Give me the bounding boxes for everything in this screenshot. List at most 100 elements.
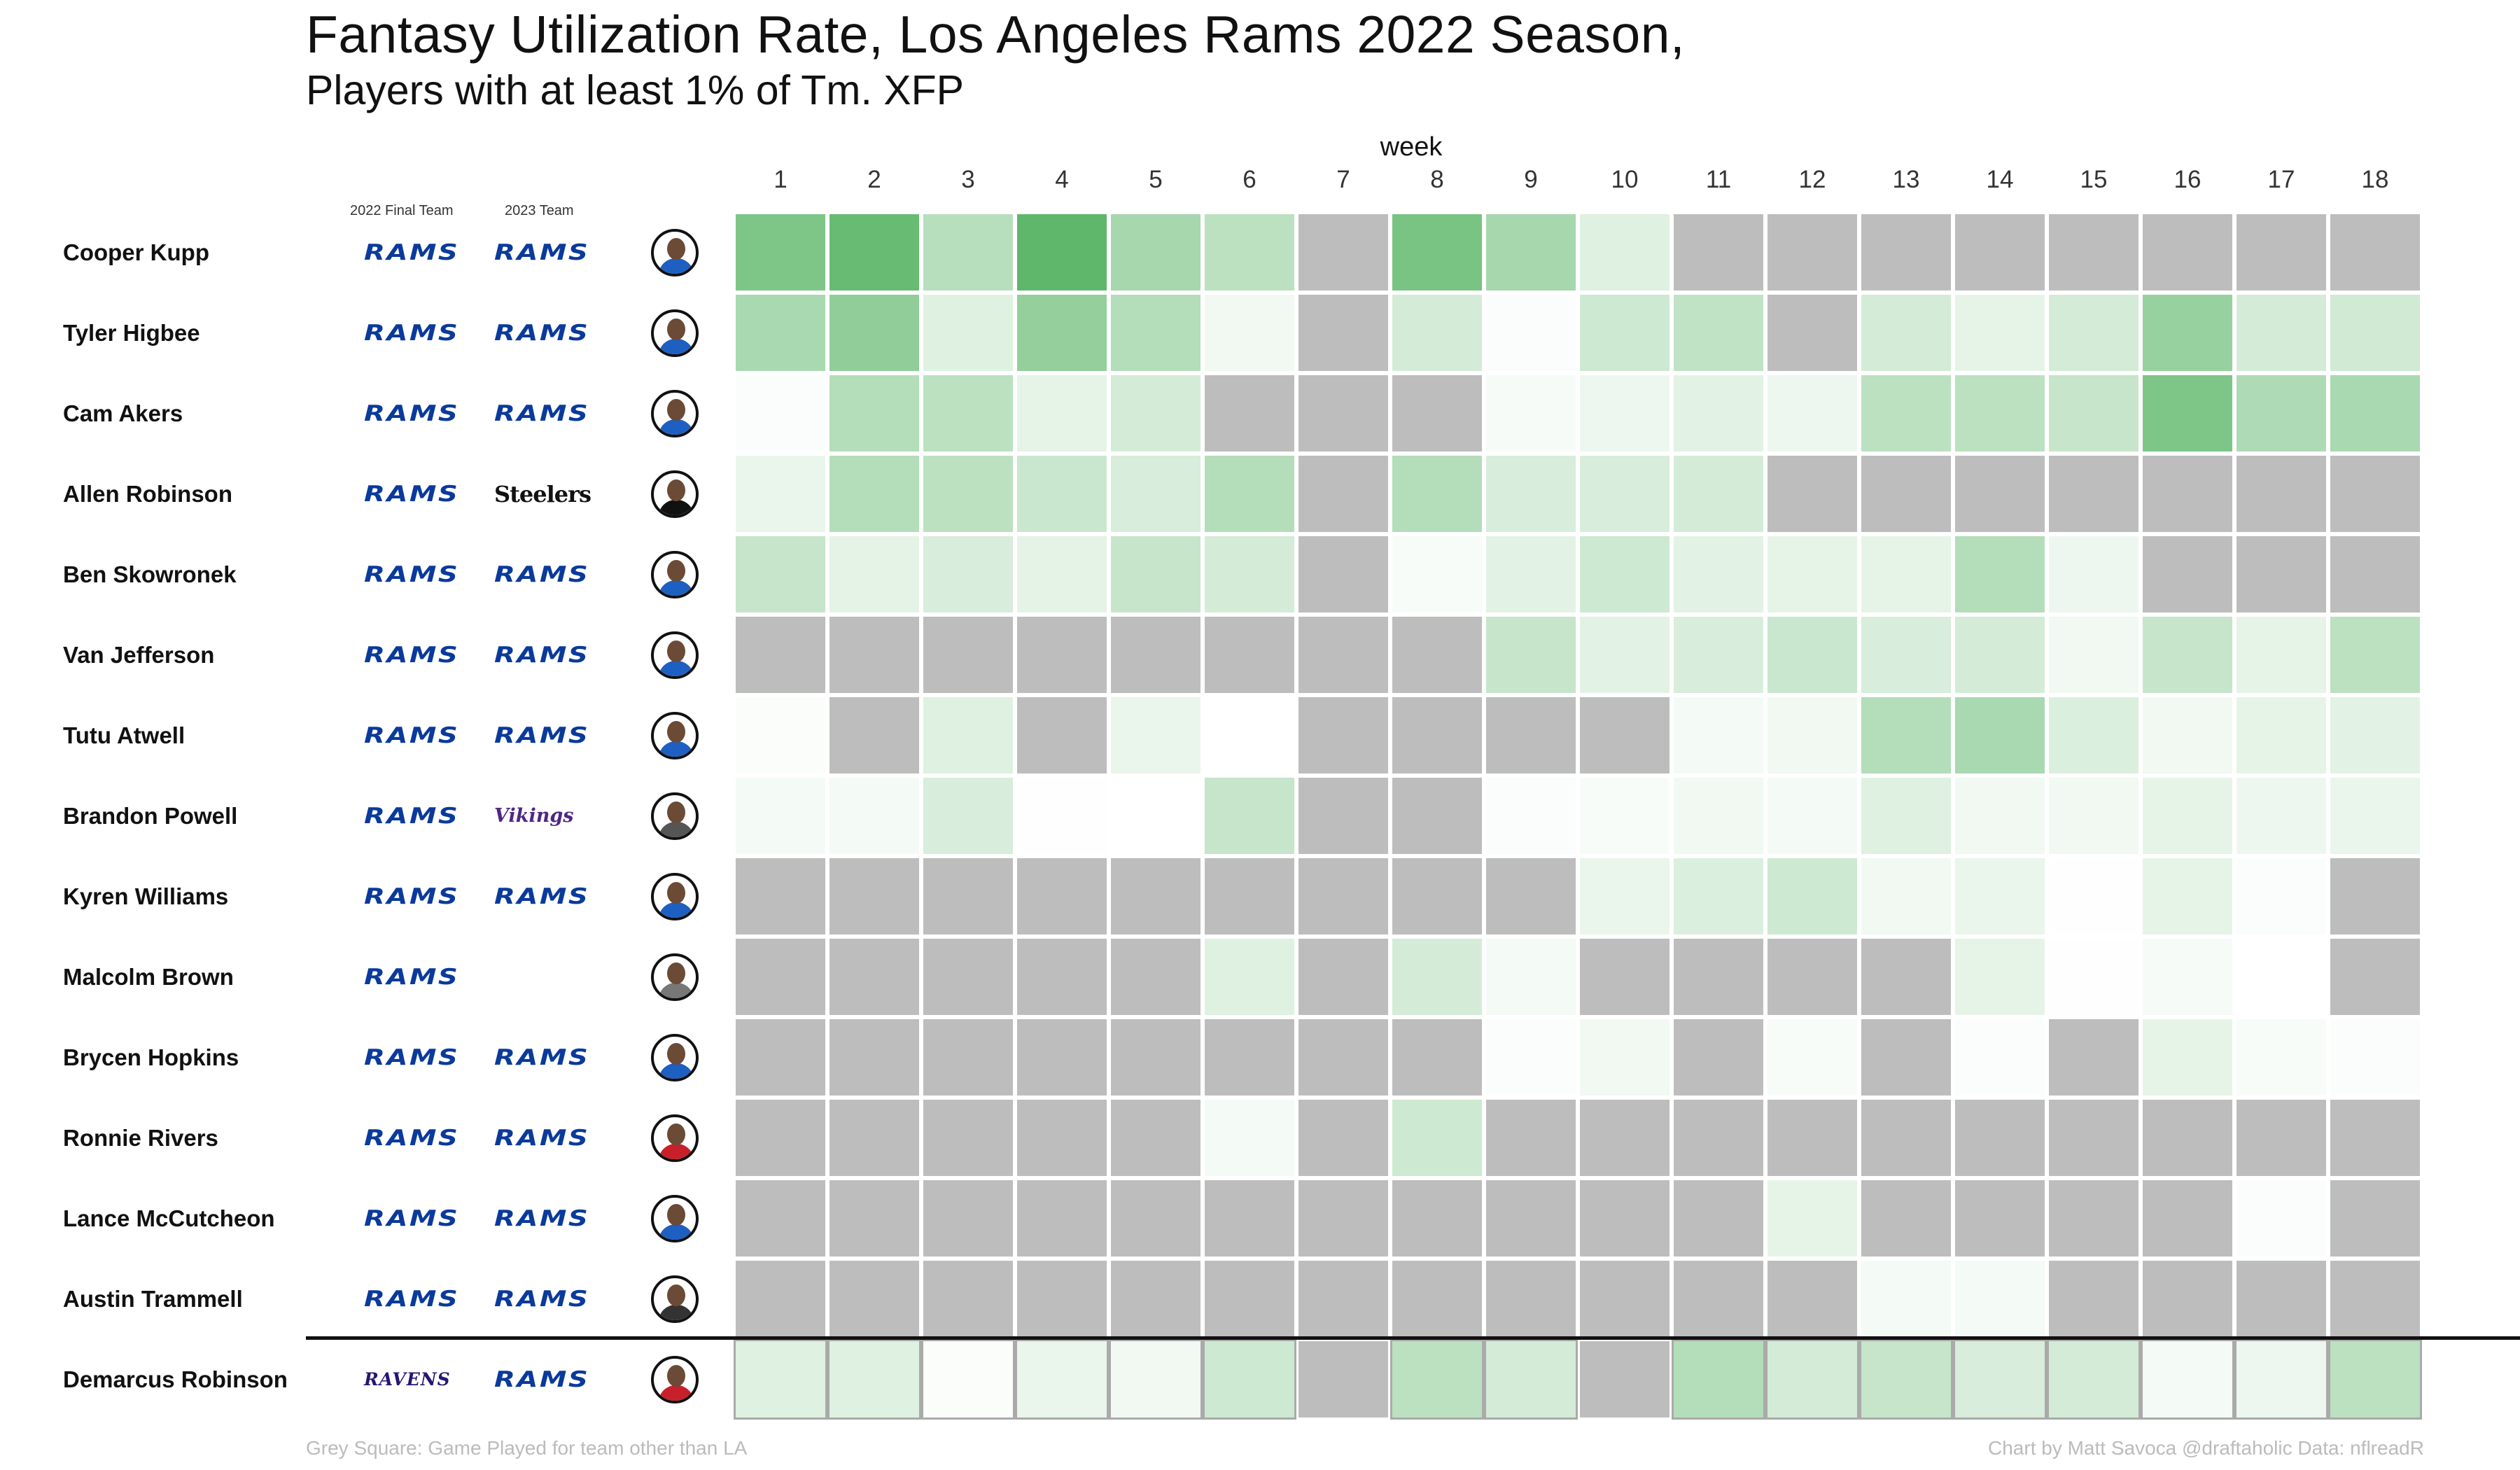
heatmap-cell [1296, 615, 1390, 695]
heatmap-cell [2047, 856, 2141, 937]
player-name: Malcolm Brown [63, 963, 234, 990]
week-tick-11: 11 [1705, 166, 1732, 193]
heatmap-cell [1203, 212, 1296, 293]
team-2023-logo: RAMS [494, 642, 590, 668]
heatmap-cell [1578, 373, 1672, 454]
heatmap-cell [1953, 856, 2047, 937]
heatmap-cell [1015, 1178, 1109, 1259]
team-2023-logo: RAMS [494, 1366, 590, 1392]
heatmap-cell [1015, 856, 1109, 937]
heatmap-cell [1484, 1339, 1578, 1420]
heatmap-cell [2047, 1098, 2141, 1178]
heatmap-cell [921, 1178, 1015, 1259]
team-2022-logo: RAMS [364, 883, 460, 909]
team-2022-logo: RAMS [364, 1125, 460, 1151]
week-tick-3: 3 [961, 166, 975, 193]
team-2023-logo: RAMS [494, 239, 590, 265]
heatmap-cell [2328, 1178, 2422, 1259]
player-headshot-icon [651, 470, 699, 518]
heatmap-cell [1765, 212, 1859, 293]
heatmap-cell [734, 937, 827, 1017]
team-2023-logo: RAMS [494, 1044, 590, 1070]
heatmap-cell [734, 1017, 827, 1098]
heatmap-cell [1859, 1178, 1953, 1259]
heatmap-cell [1672, 454, 1765, 534]
team-2023-logo: RAMS [494, 1286, 590, 1312]
week-tick-17: 17 [2267, 166, 2295, 193]
heatmap-cell [2328, 373, 2422, 454]
heatmap-cell [1859, 1259, 1953, 1339]
team-2023-logo: RAMS [494, 1205, 590, 1231]
heatmap-cell [734, 1178, 827, 1259]
heatmap-cell [1953, 937, 2047, 1017]
heatmap-cell [921, 293, 1015, 373]
player-headshot-icon [651, 389, 699, 438]
heatmap-cell [1484, 695, 1578, 776]
heatmap-cell [1203, 454, 1296, 534]
heatmap-cell [2328, 1098, 2422, 1178]
heatmap-cell [1765, 615, 1859, 695]
player-name: Allen Robinson [63, 480, 232, 507]
week-tick-14: 14 [1986, 166, 2014, 193]
heatmap-cell [1765, 776, 1859, 856]
heatmap-cell [1953, 454, 2047, 534]
heatmap-cell [2234, 534, 2328, 615]
heatmap-cell [2234, 695, 2328, 776]
heatmap-cell [1578, 695, 1672, 776]
team-2023-logo: RAMS [494, 883, 590, 909]
heatmap-cell [1484, 856, 1578, 937]
heatmap-cell [2234, 293, 2328, 373]
heatmap-cell [2047, 615, 2141, 695]
heatmap-cell [1203, 856, 1296, 937]
heatmap-cell [2328, 212, 2422, 293]
heatmap-cell [1765, 454, 1859, 534]
heatmap-cell [1953, 615, 2047, 695]
week-tick-9: 9 [1524, 166, 1538, 193]
heatmap-cell [1578, 534, 1672, 615]
heatmap-cell [921, 373, 1015, 454]
heatmap-cell [921, 856, 1015, 937]
heatmap-cell [1859, 534, 1953, 615]
heatmap-cell [921, 212, 1015, 293]
heatmap-cell [1203, 615, 1296, 695]
player-headshot-icon [651, 309, 699, 357]
heatmap-cell [1109, 454, 1203, 534]
player-name: Demarcus Robinson [63, 1366, 288, 1392]
heatmap-cell [1859, 1017, 1953, 1098]
team-2022-logo: RAMS [364, 320, 460, 346]
heatmap-cell [1390, 534, 1484, 615]
heatmap-cell [2047, 937, 2141, 1017]
player-name: Van Jefferson [63, 641, 215, 668]
heatmap-cell [921, 1259, 1015, 1339]
heatmap-cell [1015, 1098, 1109, 1178]
heatmap-cell [1672, 212, 1765, 293]
heatmap-cell [2141, 1178, 2234, 1259]
heatmap-cell [1484, 212, 1578, 293]
heatmap-cell [1203, 776, 1296, 856]
heatmap-cell [1953, 212, 2047, 293]
heatmap-cell [1015, 373, 1109, 454]
week-tick-18: 18 [2361, 166, 2389, 193]
heatmap-cell [921, 1098, 1015, 1178]
heatmap-cell [2328, 695, 2422, 776]
heatmap-cell [1484, 1178, 1578, 1259]
divider-line [306, 1336, 2520, 1340]
heatmap-cell [2047, 534, 2141, 615]
week-tick-16: 16 [2174, 166, 2202, 193]
heatmap-cell [2047, 1339, 2141, 1420]
heatmap-cell [2234, 856, 2328, 937]
heatmap-cell [1484, 373, 1578, 454]
heatmap-cell [1109, 1259, 1203, 1339]
heatmap-cell [921, 937, 1015, 1017]
heatmap-cell [1015, 937, 1109, 1017]
heatmap-cell [1296, 212, 1390, 293]
heatmap-cell [1859, 454, 1953, 534]
heatmap-cell [2234, 1339, 2328, 1420]
player-headshot-icon [651, 792, 699, 840]
heatmap-cell [2047, 1017, 2141, 1098]
header-final-team: 2022 Final Team [350, 203, 454, 218]
header-2023-team: 2023 Team [505, 203, 574, 218]
heatmap-cell [1109, 937, 1203, 1017]
heatmap-cell [1015, 776, 1109, 856]
week-tick-10: 10 [1611, 166, 1639, 193]
